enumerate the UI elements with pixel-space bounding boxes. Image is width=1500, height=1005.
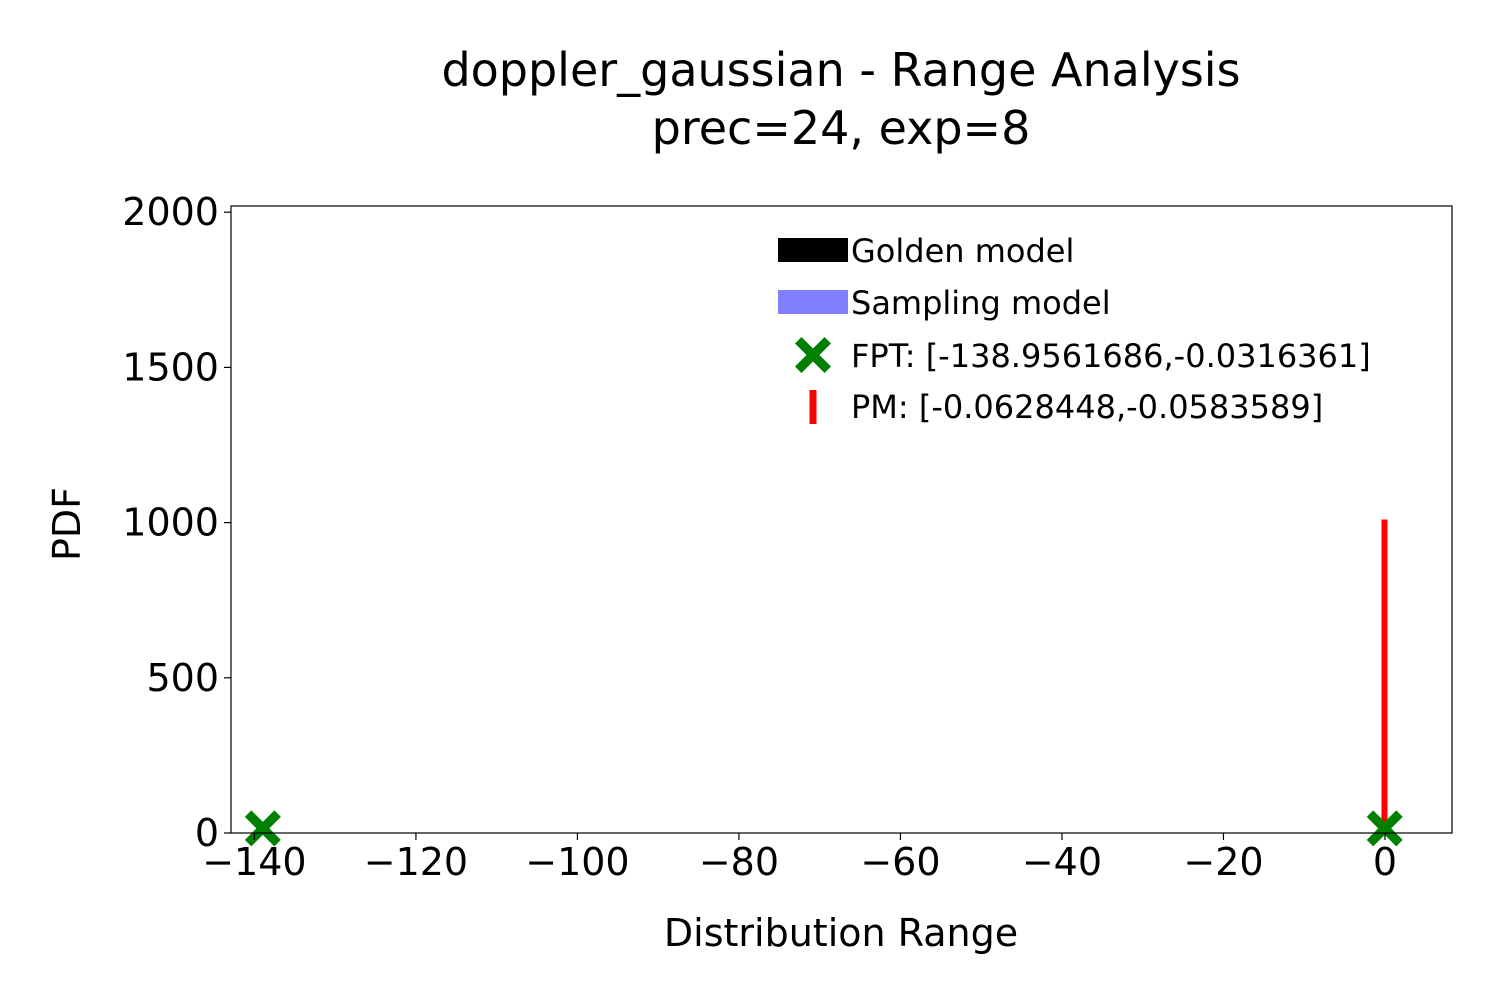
y-axis-label: PDF: [45, 487, 89, 561]
y-tick-label: 500: [146, 656, 219, 700]
y-tick-label: 2000: [122, 190, 219, 234]
x-tick-label: −100: [525, 840, 629, 884]
y-tick-label: 1000: [122, 501, 219, 545]
x-tick-label: −120: [364, 840, 468, 884]
legend-swatch-fpt: [795, 337, 831, 373]
legend-label: Golden model: [851, 232, 1074, 270]
x-tick-label: −20: [1183, 840, 1263, 884]
axes: −140 −120 −100 −80 −60 −40 −20 0 0 500 1000 1500 200…: [122, 190, 1453, 884]
fpt-marker-max: [1366, 810, 1403, 847]
legend-label: PM: [-0.0628448,-0.0583589]: [851, 388, 1323, 426]
x-tick-label: −80: [699, 840, 779, 884]
x-tick-label: −40: [1022, 840, 1102, 884]
x-axis-label: Distribution Range: [664, 911, 1018, 955]
x-tick-label: −140: [202, 840, 306, 884]
chart-subtitle: prec=24, exp=8: [652, 101, 1031, 155]
plot-area: [244, 519, 1403, 847]
chart-title: doppler_gaussian - Range Analysis: [441, 43, 1240, 97]
legend-label: FPT: [-138.9561686,-0.0316361]: [851, 337, 1371, 375]
x-tick-label: 0: [1373, 840, 1397, 884]
plot-frame: [230, 205, 1453, 834]
legend-swatch-sampling: [778, 290, 848, 314]
y-tick-label: 1500: [122, 345, 219, 389]
y-tick-label: 0: [195, 811, 219, 855]
legend-swatch-golden: [778, 238, 848, 262]
legend-label: Sampling model: [851, 284, 1111, 322]
x-tick-label: −60: [860, 840, 940, 884]
legend: Golden model Sampling model FPT: [-138.956…: [778, 232, 1371, 426]
